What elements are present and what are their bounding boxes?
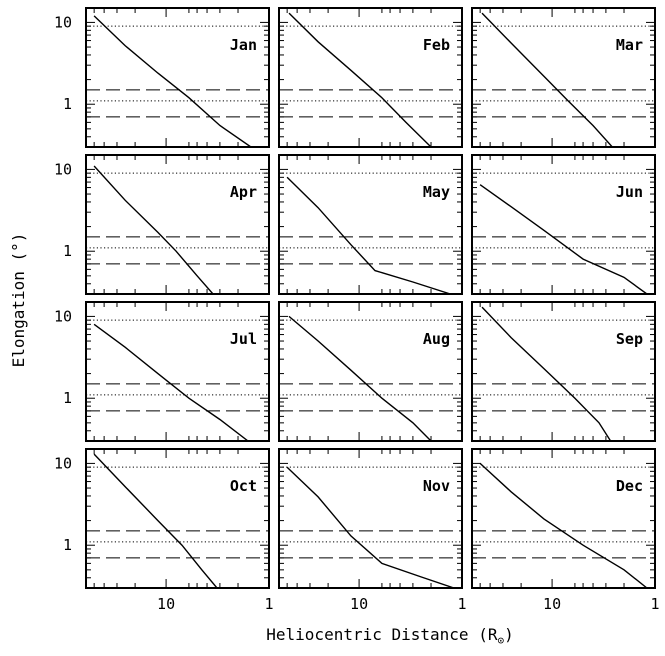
panel-label-oct: Oct [230, 477, 257, 495]
panel-sep: Sep [471, 301, 656, 442]
x-tick-label: 1 [457, 595, 466, 613]
panel-frame [278, 7, 463, 148]
y-tick-label: 1 [63, 95, 72, 113]
panel-label-apr: Apr [230, 183, 257, 201]
panel-jul: Jul 10 1 [54, 301, 270, 442]
x-axis-label-sun-symbol: ⊙ [497, 634, 504, 647]
panel-frame [278, 154, 463, 295]
series-line-jun [479, 184, 648, 294]
panel-may: May [278, 154, 463, 295]
panel-frame [85, 301, 270, 442]
panel-label-mar: Mar [616, 36, 643, 54]
panel-label-jul: Jul [230, 330, 257, 348]
panel-nov: Nov 10 1 [278, 448, 467, 613]
panel-label-aug: Aug [423, 330, 450, 348]
y-tick-label: 10 [54, 454, 72, 472]
panel-frame [278, 448, 463, 589]
y-tick-label: 10 [54, 307, 72, 325]
series-line-may [286, 176, 451, 294]
panel-frame [471, 301, 656, 442]
panel-label-nov: Nov [423, 477, 450, 495]
panel-frame [85, 448, 270, 589]
series-line-nov [286, 466, 455, 588]
panel-label-sep: Sep [616, 330, 643, 348]
panel-label-feb: Feb [423, 36, 450, 54]
panel-mar: Mar [471, 7, 656, 148]
x-axis-label: Heliocentric Distance (R⊙) [266, 625, 513, 647]
series-line-feb [288, 12, 432, 147]
panel-feb: Feb [278, 7, 463, 148]
x-tick-label: 1 [264, 595, 273, 613]
panel-frame [85, 154, 270, 295]
panel-frame [471, 448, 656, 589]
x-tick-label: 1 [650, 595, 659, 613]
panel-label-dec: Dec [616, 477, 643, 495]
x-tick-label: 10 [350, 595, 368, 613]
y-tick-label: 10 [54, 160, 72, 178]
panel-frame [278, 301, 463, 442]
y-tick-label: 10 [54, 13, 72, 31]
series-line-jul [93, 323, 249, 441]
panel-label-jan: Jan [230, 36, 257, 54]
x-tick-label: 10 [157, 595, 175, 613]
series-line-aug [288, 315, 432, 441]
series-line-jan [93, 15, 252, 147]
series-line-dec [479, 462, 648, 588]
series-line-apr [93, 165, 214, 294]
panel-frame [471, 7, 656, 148]
panel-label-jun: Jun [616, 183, 643, 201]
panel-frame [471, 154, 656, 295]
panel-dec: Dec 10 1 [471, 448, 660, 613]
y-tick-label: 1 [63, 536, 72, 554]
x-axis-label-text: Heliocentric Distance (R [266, 625, 498, 644]
panel-label-may: May [423, 183, 450, 201]
y-tick-label: 1 [63, 242, 72, 260]
series-line-mar [481, 12, 613, 147]
panel-oct: Oct 10 1 10 1 [54, 448, 274, 613]
y-axis-label: Elongation (°) [9, 233, 28, 368]
x-tick-label: 10 [543, 595, 561, 613]
series-line-sep [481, 306, 612, 441]
panel-frame [85, 7, 270, 148]
y-tick-label: 1 [63, 389, 72, 407]
panel-grid: Jan 10 1 Feb Mar Apr 10 1 May Jun Jul 10 1 Aug Sep Oct 1… [54, 7, 660, 613]
series-line-oct [93, 453, 218, 588]
panel-apr: Apr 10 1 [54, 154, 270, 295]
panel-jan: Jan 10 1 [54, 7, 270, 148]
x-axis-label-close: ) [504, 625, 514, 644]
panel-jun: Jun [471, 154, 656, 295]
panel-aug: Aug [278, 301, 463, 442]
